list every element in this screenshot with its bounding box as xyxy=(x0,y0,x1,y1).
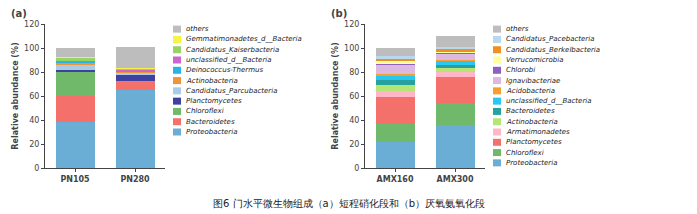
svg-text:20: 20 xyxy=(29,140,39,149)
svg-text:PN280: PN280 xyxy=(120,175,150,184)
svg-text:PN105: PN105 xyxy=(60,175,90,184)
svg-text:Gemmatimonadetes_d__Bacteria: Gemmatimonadetes_d__Bacteria xyxy=(186,35,302,43)
svg-text:AMX300: AMX300 xyxy=(436,175,473,184)
svg-text:Actinobacteria: Actinobacteria xyxy=(506,118,558,126)
svg-text:Planctomycetes: Planctomycetes xyxy=(186,97,242,105)
svg-text:Candidatus_Berkelbacteria: Candidatus_Berkelbacteria xyxy=(506,46,600,54)
svg-text:40: 40 xyxy=(349,116,359,125)
svg-text:80: 80 xyxy=(349,68,359,77)
svg-text:100: 100 xyxy=(24,44,39,53)
svg-text:(a): (a) xyxy=(11,8,27,19)
svg-text:AMX160: AMX160 xyxy=(376,175,413,184)
svg-text:Proteobacteria: Proteobacteria xyxy=(186,128,237,136)
svg-text:Chloroflexi: Chloroflexi xyxy=(186,107,224,115)
svg-text:Deinococcus-Thermus: Deinococcus-Thermus xyxy=(186,66,263,74)
svg-text:Chlorobi: Chlorobi xyxy=(506,66,535,74)
svg-text:图6 门水平微生物组成（a）短程硝化段和（b）厌氧氨氧化段: 图6 门水平微生物组成（a）短程硝化段和（b）厌氧氨氧化段 xyxy=(213,198,485,209)
svg-text:Candidatus_Pacebacteria: Candidatus_Pacebacteria xyxy=(506,35,594,43)
svg-text:0: 0 xyxy=(34,164,39,173)
svg-text:others: others xyxy=(186,25,209,33)
svg-text:Armatimonadetes: Armatimonadetes xyxy=(506,128,570,136)
svg-text:80: 80 xyxy=(29,68,39,77)
svg-text:Ignavibacteriae: Ignavibacteriae xyxy=(506,77,560,85)
svg-text:unclassified_d__Bacteria: unclassified_d__Bacteria xyxy=(506,97,592,105)
svg-text:unclassified_d__Bacteria: unclassified_d__Bacteria xyxy=(186,56,272,64)
svg-text:Actinobacteria: Actinobacteria xyxy=(186,77,238,85)
svg-text:Acidobacteria: Acidobacteria xyxy=(506,87,555,95)
svg-text:120: 120 xyxy=(344,20,359,29)
svg-text:Verrucomicrobia: Verrucomicrobia xyxy=(506,56,563,64)
svg-text:0: 0 xyxy=(354,164,359,173)
svg-text:100: 100 xyxy=(344,44,359,53)
svg-text:Candidatus_Kaiserbacteria: Candidatus_Kaiserbacteria xyxy=(186,46,279,54)
svg-text:others: others xyxy=(506,25,529,33)
svg-text:120: 120 xyxy=(24,20,39,29)
svg-text:(b): (b) xyxy=(331,8,347,19)
svg-text:Bacteroidetes: Bacteroidetes xyxy=(506,107,555,115)
svg-text:Proteobacteria: Proteobacteria xyxy=(506,159,557,167)
svg-text:Candidatus_Parcubacteria: Candidatus_Parcubacteria xyxy=(186,87,277,95)
svg-text:Planctomycetes: Planctomycetes xyxy=(506,138,562,146)
svg-text:60: 60 xyxy=(349,92,359,101)
svg-text:20: 20 xyxy=(349,140,359,149)
svg-text:60: 60 xyxy=(29,92,39,101)
svg-text:Bacteroidetes: Bacteroidetes xyxy=(186,118,235,126)
svg-text:Relative abundance (%): Relative abundance (%) xyxy=(331,42,340,149)
svg-text:40: 40 xyxy=(29,116,39,125)
svg-text:Chloroflexi: Chloroflexi xyxy=(506,149,544,157)
svg-text:Relative abundance (%): Relative abundance (%) xyxy=(11,42,20,149)
